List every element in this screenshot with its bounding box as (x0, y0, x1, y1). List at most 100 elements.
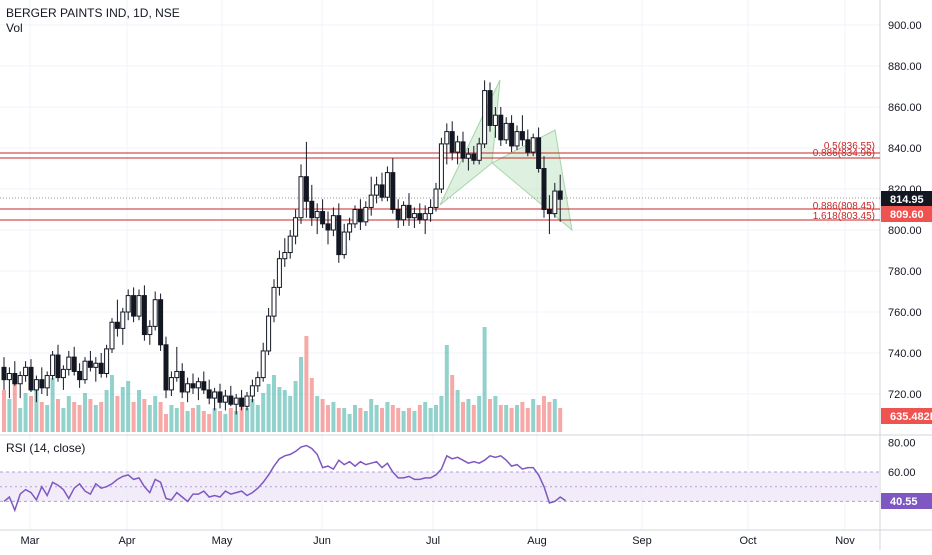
volume-bar (266, 384, 271, 432)
candle-body (44, 375, 50, 389)
candle-body (201, 381, 207, 391)
fib-label: 0.886(808.45) (813, 201, 875, 212)
candle-body (320, 211, 326, 225)
volume-bar (131, 402, 136, 432)
volume-bar (245, 408, 249, 432)
candle-body (433, 188, 439, 208)
candle-body (503, 122, 509, 141)
candle-body (509, 122, 515, 147)
fib-label: 1.618(803.45) (813, 211, 875, 222)
candle-body (455, 141, 461, 153)
candle-body (217, 391, 223, 403)
candle-body (330, 215, 336, 231)
candle-body (422, 213, 428, 221)
price-tick-label: 740.00 (888, 348, 922, 360)
volume-bar (12, 384, 17, 432)
price-tick-label: 720.00 (888, 389, 922, 401)
candle-body (23, 366, 29, 377)
volume-bar (455, 390, 460, 432)
candle-body (17, 375, 23, 385)
time-tick-label: Aug (527, 535, 547, 547)
volume-bar (293, 381, 298, 432)
volume-bar (342, 408, 347, 432)
fib-price-badge: 809.60 (890, 209, 924, 221)
candle-body (465, 153, 471, 159)
volume-bar (428, 408, 433, 432)
volume-bar (212, 408, 217, 432)
volume-bar (450, 375, 455, 432)
volume-bar (444, 345, 449, 432)
candle-body (411, 213, 417, 219)
candle-body (341, 231, 347, 256)
volume-bar (552, 399, 557, 432)
time-tick-label: Mar (21, 535, 40, 547)
volume-bar (120, 387, 125, 432)
candle-body (298, 176, 304, 219)
candle-body (255, 377, 261, 387)
volume-bar (369, 399, 374, 432)
candle-body (546, 209, 552, 215)
volume-bar (61, 408, 66, 432)
candle-body (109, 321, 115, 350)
chart-title: BERGER PAINTS IND, 1D, NSE (6, 6, 180, 20)
candle-body (66, 356, 72, 370)
candle-body (471, 153, 477, 161)
volume-bar (218, 411, 222, 432)
candle-body (314, 211, 320, 219)
badges-layer: 814.95 809.60 635.482K 40.55 (881, 191, 932, 509)
candle-body (239, 397, 245, 407)
volume-bar (520, 402, 525, 432)
rsi-line (3, 444, 567, 513)
candle-body (33, 379, 39, 391)
volume-bar (255, 405, 260, 432)
candle-body (222, 395, 228, 403)
volume-bar (2, 390, 6, 432)
volume-bar (72, 402, 77, 432)
volume-bar (477, 396, 482, 432)
candle-body (552, 190, 558, 215)
volume-bar (380, 408, 384, 432)
volume-label: Vol (6, 21, 23, 35)
price-tick-label: 900.00 (888, 20, 922, 32)
candle-body (131, 295, 137, 317)
volume-bar (309, 378, 314, 432)
volume-bar (326, 405, 330, 432)
volume-bar (363, 411, 368, 432)
candle-body (379, 184, 385, 198)
candle-body (498, 114, 504, 141)
candle-body (406, 204, 412, 219)
volume-bar (407, 408, 411, 432)
candle-body (147, 325, 153, 336)
candle-body (492, 114, 498, 126)
candle-body (487, 90, 493, 126)
candle-body (460, 141, 466, 159)
volume-bar (126, 381, 131, 432)
volume-bar (498, 405, 503, 432)
candle-body (212, 391, 218, 399)
candle-body (390, 172, 396, 211)
volume-bar (401, 411, 406, 432)
harmonic-pattern-layer (439, 79, 573, 232)
volume-bar (461, 402, 465, 432)
rsi-badge: 40.55 (890, 496, 918, 508)
volume-bar (180, 402, 185, 432)
volume-bar (50, 378, 55, 432)
candle-body (519, 131, 525, 141)
axes-layer: 900.00880.00860.00840.00820.00800.00780.… (21, 20, 922, 547)
candle-body (12, 373, 18, 385)
volume-bar (45, 405, 50, 432)
volume-bar (542, 396, 546, 432)
time-tick-label: Nov (835, 535, 855, 547)
rsi-label: RSI (14, close) (6, 441, 86, 455)
volume-bar (110, 375, 114, 432)
pattern-triangle (491, 129, 573, 232)
volume-bar (358, 408, 363, 432)
candle-body (363, 206, 369, 223)
candle-body (104, 348, 110, 374)
time-tick-label: Apr (118, 535, 135, 547)
candle-body (93, 362, 99, 368)
volume-bar (147, 405, 152, 432)
fib-label: 0.5(836.55) (824, 141, 875, 152)
